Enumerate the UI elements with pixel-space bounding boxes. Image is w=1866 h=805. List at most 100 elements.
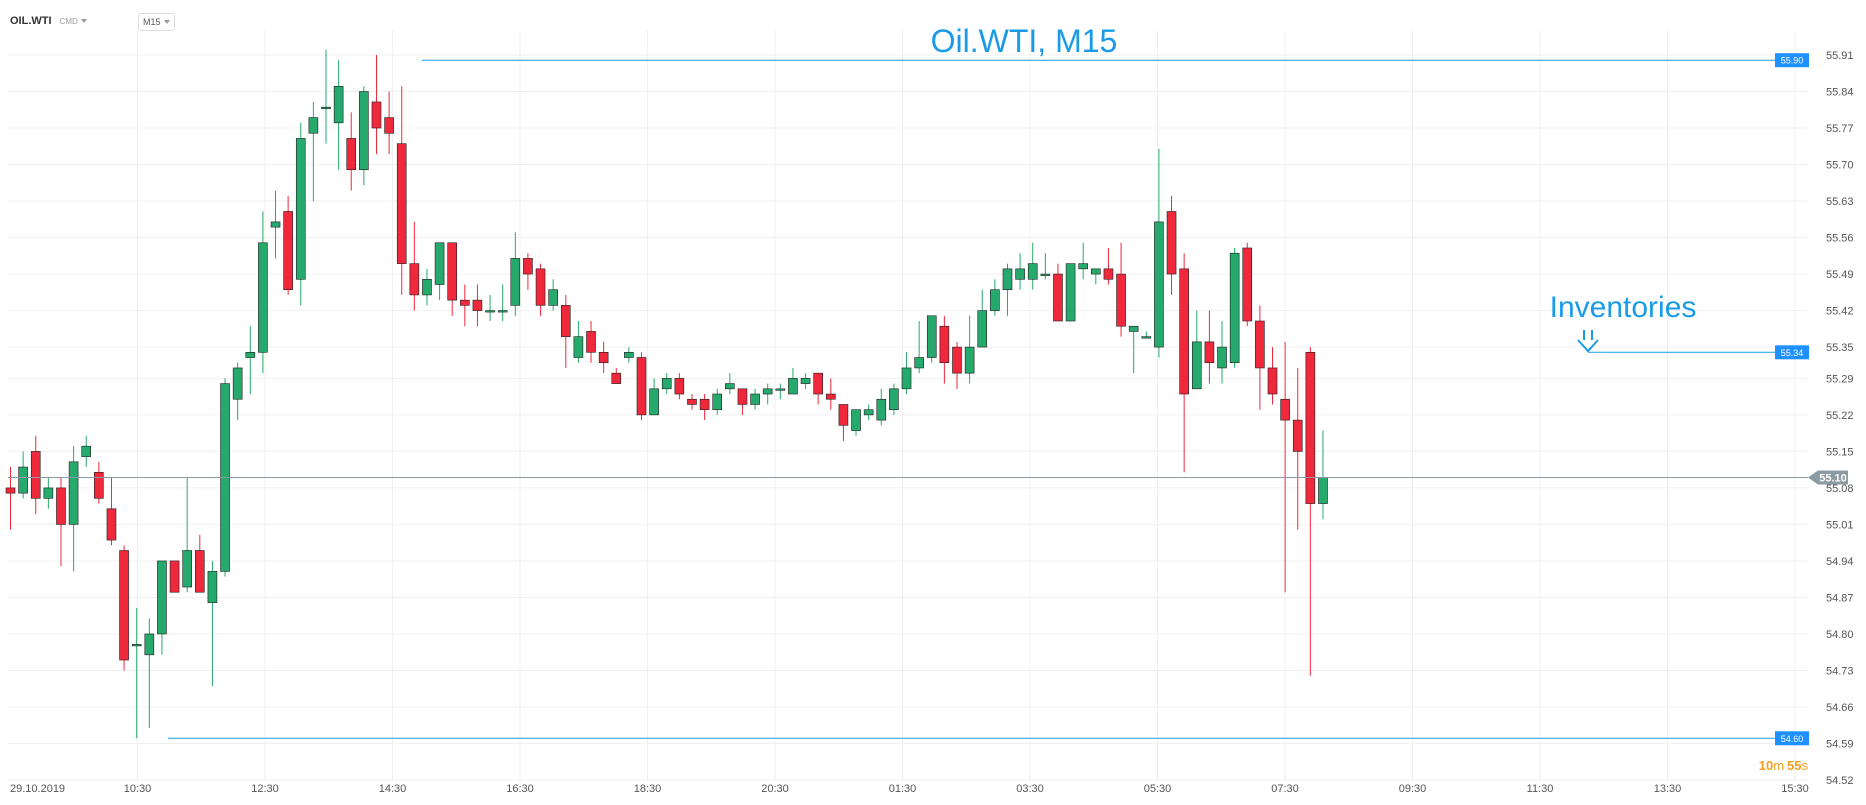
- candle-body-bull: [510, 258, 521, 306]
- candle: [245, 326, 256, 395]
- candle-body-bull: [863, 409, 874, 416]
- candle: [573, 321, 584, 363]
- y-tick-label: 55.49: [1826, 269, 1854, 281]
- candle-body-bear: [1116, 273, 1126, 327]
- chevron-down-icon: [80, 19, 87, 23]
- candle-body-bull: [295, 138, 306, 280]
- candle-body-bear: [1242, 247, 1253, 322]
- candle: [1040, 253, 1051, 280]
- candle-body-bull: [1065, 263, 1076, 322]
- symbol-class-dropdown[interactable]: CMD: [60, 17, 87, 26]
- candle: [926, 315, 937, 363]
- candle: [788, 367, 798, 395]
- chevron-down-icon: [163, 20, 170, 24]
- candle-body-bull: [1229, 252, 1240, 364]
- candle-body-bull: [661, 378, 672, 390]
- candle: [990, 279, 1000, 316]
- candle-body-bull: [800, 378, 811, 384]
- y-tick-label: 55.56: [1826, 233, 1854, 245]
- candle: [283, 195, 293, 295]
- candle: [460, 284, 470, 327]
- current-price-tag: [1808, 470, 1848, 485]
- candle: [1318, 430, 1328, 520]
- candle: [548, 279, 558, 311]
- candle: [661, 373, 672, 395]
- candle: [725, 373, 735, 395]
- price-axis[interactable]: 55.91 55.84 55.77 55.70 55.63 55.56 55.49 55.42…: [1826, 50, 1854, 787]
- candle-body-bear: [371, 101, 382, 129]
- candle-body-bull: [232, 367, 243, 400]
- candle: [384, 91, 394, 155]
- candle-body-bull: [333, 85, 344, 124]
- candle: [119, 545, 129, 671]
- candle: [1154, 148, 1164, 358]
- symbol-name[interactable]: OIL.WTI: [10, 15, 52, 27]
- x-tick-label: 01:30: [889, 783, 917, 795]
- y-tick-label: 55.35: [1826, 342, 1854, 354]
- candle-body-bear: [119, 550, 129, 661]
- candle-body-bear: [838, 404, 849, 426]
- candle-body-bull: [1040, 273, 1051, 276]
- candle-body-bear: [737, 388, 748, 405]
- candle: [1166, 195, 1177, 295]
- candle-body-bull: [270, 221, 281, 228]
- level-lines[interactable]: 55.90 55.34 54.60: [168, 53, 1809, 746]
- y-tick-label: 55.08: [1826, 483, 1854, 495]
- y-tick-label: 54.66: [1826, 702, 1854, 714]
- candle-body-bear: [523, 258, 533, 275]
- candle: [901, 352, 912, 395]
- candle-body-bull: [762, 388, 773, 395]
- candle-body-bull: [497, 310, 508, 313]
- level-price-label: 55.90: [1781, 56, 1804, 66]
- timeframe-select[interactable]: M15: [138, 13, 175, 31]
- candle: [232, 362, 243, 421]
- candle: [1280, 341, 1290, 593]
- candle-body-bull: [1141, 336, 1152, 339]
- y-tick-label: 55.91: [1826, 50, 1854, 62]
- candle-body-bear: [586, 331, 596, 353]
- candle-body-bear: [1292, 419, 1303, 452]
- chart-title: Oil.WTI, M15: [931, 23, 1118, 59]
- candle: [1091, 268, 1101, 285]
- candle-body-bear: [952, 346, 962, 374]
- candle: [1191, 310, 1202, 390]
- candle: [56, 477, 66, 567]
- y-tick-label: 54.87: [1826, 592, 1854, 604]
- candle-body-bull: [422, 278, 432, 296]
- time-axis[interactable]: 29.10.2019 10:30 12:30 14:30 16:30 18:30 20:30…: [10, 783, 1866, 795]
- candle: [510, 232, 521, 316]
- candle: [1128, 325, 1139, 374]
- candle: [1292, 367, 1303, 530]
- countdown-seconds: 55: [1787, 758, 1801, 773]
- candle: [68, 446, 79, 572]
- y-tick-label: 55.15: [1826, 446, 1854, 458]
- level-price-tag: [1775, 731, 1809, 746]
- countdown-s: s: [1802, 758, 1809, 773]
- x-tick-label: 07:30: [1271, 783, 1299, 795]
- candle: [371, 55, 382, 155]
- candle-body-bull: [901, 367, 912, 390]
- y-tick-label: 54.52: [1826, 775, 1854, 787]
- candle: [472, 284, 483, 327]
- candle-body-bear: [560, 305, 571, 337]
- candle-body-bear: [939, 325, 950, 364]
- candle: [1255, 305, 1265, 410]
- candle-body-bull: [207, 571, 218, 603]
- level-price-label: 54.60: [1781, 734, 1804, 744]
- candle-body-bull: [359, 91, 369, 171]
- candle-body-bull: [788, 378, 798, 395]
- candle: [775, 383, 786, 400]
- candle: [1027, 242, 1038, 290]
- candle: [737, 388, 748, 415]
- x-tick-label: 20:30: [761, 783, 789, 795]
- candle: [762, 383, 773, 405]
- countdown-minutes: 10: [1759, 758, 1773, 773]
- candle-body-bear: [384, 117, 394, 134]
- candle: [825, 378, 836, 410]
- candle: [1179, 253, 1189, 473]
- candle-body-bear: [1305, 352, 1316, 504]
- candle: [649, 378, 659, 416]
- candle: [1103, 247, 1114, 285]
- candle-body-bear: [1179, 268, 1189, 395]
